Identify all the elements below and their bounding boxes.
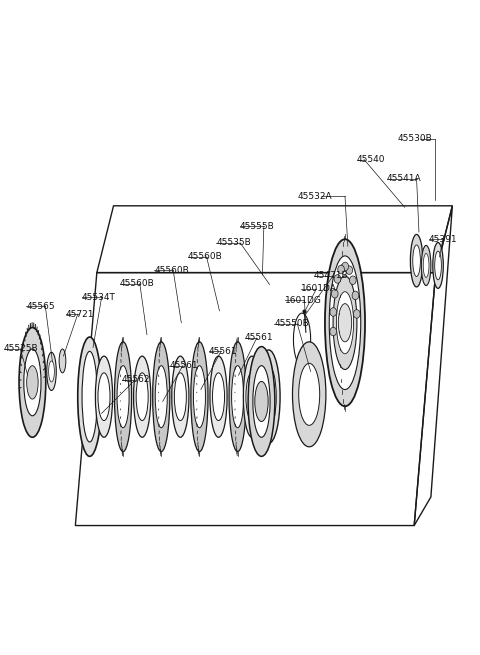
Ellipse shape (98, 373, 110, 421)
Ellipse shape (133, 356, 151, 438)
Text: 45525B: 45525B (4, 345, 38, 354)
Ellipse shape (210, 356, 227, 438)
Ellipse shape (243, 356, 261, 438)
Ellipse shape (248, 346, 275, 457)
Text: 45550B: 45550B (275, 319, 309, 328)
Ellipse shape (331, 290, 338, 298)
Text: 45534T: 45534T (82, 293, 115, 302)
Text: 45532A: 45532A (297, 192, 332, 201)
Ellipse shape (136, 373, 148, 421)
Ellipse shape (433, 242, 444, 288)
Text: 45471B: 45471B (314, 271, 348, 280)
Ellipse shape (59, 349, 66, 373)
Ellipse shape (78, 337, 102, 457)
Text: 45530B: 45530B (397, 134, 432, 143)
Ellipse shape (410, 234, 423, 287)
Ellipse shape (47, 352, 56, 390)
Ellipse shape (423, 253, 429, 277)
Ellipse shape (174, 373, 186, 421)
Text: 45560B: 45560B (188, 252, 222, 261)
Ellipse shape (246, 373, 258, 421)
Ellipse shape (193, 365, 205, 428)
Text: 45561: 45561 (209, 347, 238, 356)
Text: 45562: 45562 (121, 375, 150, 384)
Text: 45541A: 45541A (387, 174, 421, 183)
Ellipse shape (261, 365, 276, 428)
Ellipse shape (191, 342, 208, 451)
Ellipse shape (155, 365, 167, 428)
Ellipse shape (353, 310, 360, 318)
Ellipse shape (435, 251, 442, 280)
Ellipse shape (413, 245, 420, 276)
Ellipse shape (336, 291, 354, 354)
Text: 45565: 45565 (26, 301, 55, 310)
Ellipse shape (82, 351, 97, 442)
Ellipse shape (257, 350, 280, 443)
Ellipse shape (117, 365, 129, 428)
Ellipse shape (338, 304, 352, 342)
Text: 45561: 45561 (245, 333, 274, 343)
Ellipse shape (27, 365, 38, 399)
Ellipse shape (299, 364, 320, 425)
Ellipse shape (329, 256, 361, 390)
Text: 1601DA: 1601DA (301, 284, 337, 293)
Ellipse shape (421, 246, 431, 286)
Text: 45540: 45540 (357, 155, 385, 164)
Ellipse shape (338, 265, 345, 274)
Ellipse shape (349, 276, 356, 284)
Ellipse shape (346, 266, 353, 274)
Ellipse shape (96, 356, 113, 438)
Text: 45555B: 45555B (240, 222, 275, 231)
Ellipse shape (19, 328, 46, 438)
Ellipse shape (325, 239, 365, 406)
Text: 45561: 45561 (169, 361, 198, 370)
Text: 1601DG: 1601DG (285, 296, 322, 305)
Text: 45721: 45721 (66, 310, 94, 318)
Text: 45560B: 45560B (154, 266, 189, 274)
Ellipse shape (253, 365, 270, 438)
Ellipse shape (330, 308, 336, 316)
Text: 45560B: 45560B (120, 279, 155, 288)
Ellipse shape (213, 373, 225, 421)
Ellipse shape (333, 276, 357, 369)
Ellipse shape (229, 342, 246, 451)
Ellipse shape (115, 342, 132, 451)
Ellipse shape (330, 328, 336, 336)
Ellipse shape (292, 342, 326, 447)
Ellipse shape (172, 356, 189, 438)
Ellipse shape (352, 291, 359, 300)
Text: 45391: 45391 (429, 234, 457, 244)
Ellipse shape (153, 342, 170, 451)
Ellipse shape (232, 365, 244, 428)
Ellipse shape (263, 379, 275, 415)
Ellipse shape (48, 361, 54, 382)
Ellipse shape (24, 349, 41, 416)
Ellipse shape (334, 274, 341, 283)
Text: 45535B: 45535B (216, 238, 251, 247)
Ellipse shape (255, 381, 268, 422)
Ellipse shape (342, 262, 348, 271)
